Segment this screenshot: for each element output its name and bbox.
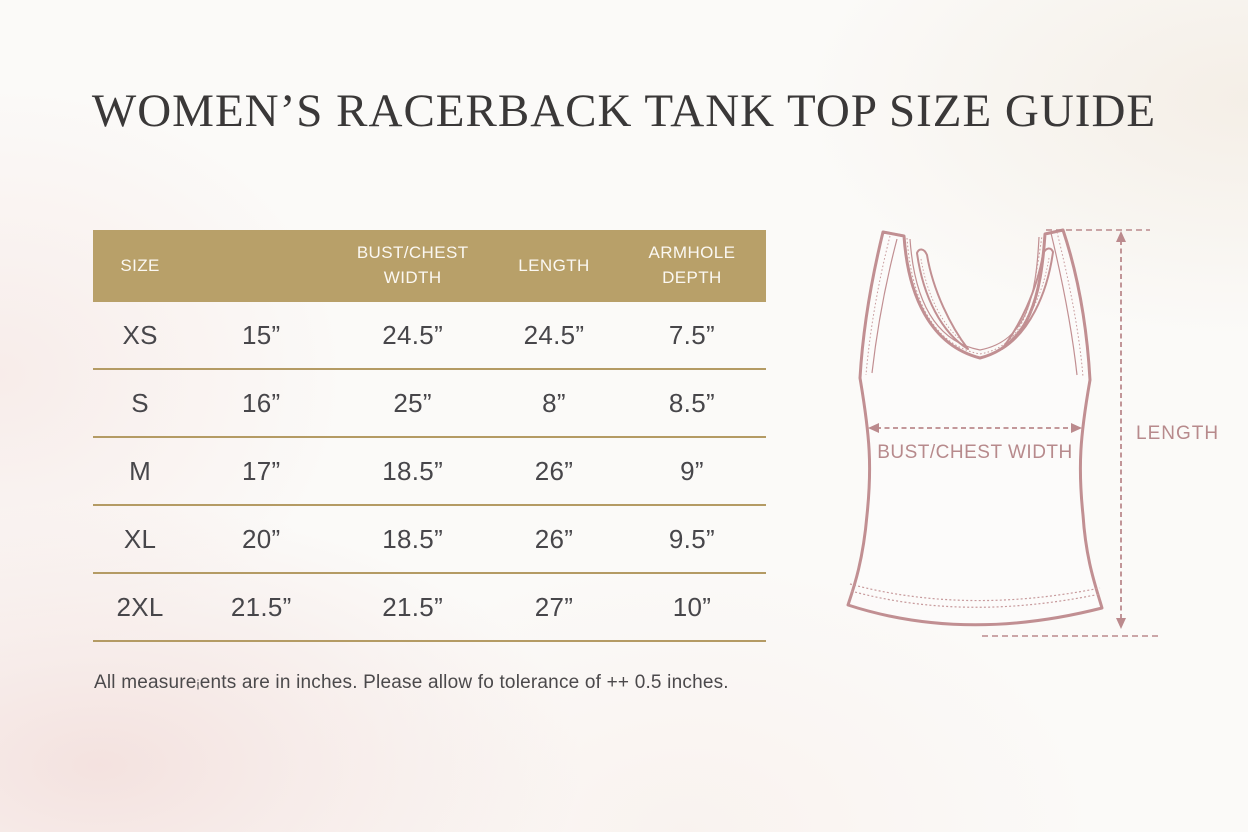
size-table: SIZE BUST/CHEST WIDTH LENGTH ARMHOLE DEP… <box>93 230 766 642</box>
racerback-right-armhole <box>1001 247 1054 350</box>
table-cell: 9.5” <box>668 523 715 554</box>
table-cell: 18.5” <box>382 455 444 486</box>
table-cell: 9” <box>680 455 704 486</box>
header-armhole-depth: ARMHOLE DEPTH <box>648 243 736 287</box>
measurement-note: All measureᵢents are in inches. Please a… <box>94 672 729 693</box>
table-cell: 18.5” <box>382 523 444 554</box>
table-cell: M <box>129 455 152 486</box>
table-cell: 20” <box>242 523 281 554</box>
table-cell: 26” <box>534 523 574 554</box>
header-blank <box>187 230 335 302</box>
table-cell: 24.5” <box>382 319 444 350</box>
header-length: LENGTH <box>518 255 590 275</box>
table-cell: 21.5” <box>230 591 292 622</box>
table-cell: 15” <box>242 319 281 350</box>
table-row: M 17” 18.5” 26” 9” <box>93 438 766 506</box>
table-cell: 26” <box>534 455 574 486</box>
table-cell: 17” <box>242 455 281 486</box>
table-row: S 16” 25” 8” 8.5” <box>93 370 766 438</box>
table-cell: 24.5” <box>523 319 585 350</box>
table-cell: S <box>131 387 149 418</box>
table-row: XS 15” 24.5” 24.5” 7.5” <box>93 302 766 370</box>
racerback-left-armhole <box>916 248 969 350</box>
length-dimension-line <box>982 229 1162 637</box>
table-cell: XS <box>122 319 158 350</box>
table-cell: 10” <box>672 591 712 622</box>
table-cell: 7.5” <box>668 319 715 350</box>
bust-width-arrow <box>868 423 1082 433</box>
table-cell: 8” <box>542 387 566 418</box>
length-label: LENGTH <box>1136 423 1219 444</box>
bust-width-label: BUST/CHEST WIDTH <box>877 442 1073 463</box>
tank-top-illustration: BUST/CHEST WIDTH LENGTH <box>846 228 1219 637</box>
tank-top-outline <box>846 228 1104 627</box>
table-row: XL 20” 18.5” 26” 9.5” <box>93 506 766 574</box>
table-row: 2XL 21.5” 21.5” 27” 10” <box>93 574 766 642</box>
header-size: SIZE <box>120 255 160 275</box>
table-cell: 27” <box>534 591 574 622</box>
table-cell: 25” <box>393 387 432 418</box>
table-cell: 21.5” <box>382 591 444 622</box>
table-cell: 16” <box>242 387 281 418</box>
header-bust-chest-width: BUST/CHEST WIDTH <box>356 243 469 287</box>
table-cell: 8.5” <box>668 387 715 418</box>
table-header-row: SIZE BUST/CHEST WIDTH LENGTH ARMHOLE DEP… <box>93 230 766 302</box>
page-title: WOMEN’S RACERBACK TANK TOP SIZE GUIDE <box>91 85 1157 137</box>
table-cell: XL <box>123 523 157 554</box>
table-cell: 2XL <box>116 591 164 622</box>
